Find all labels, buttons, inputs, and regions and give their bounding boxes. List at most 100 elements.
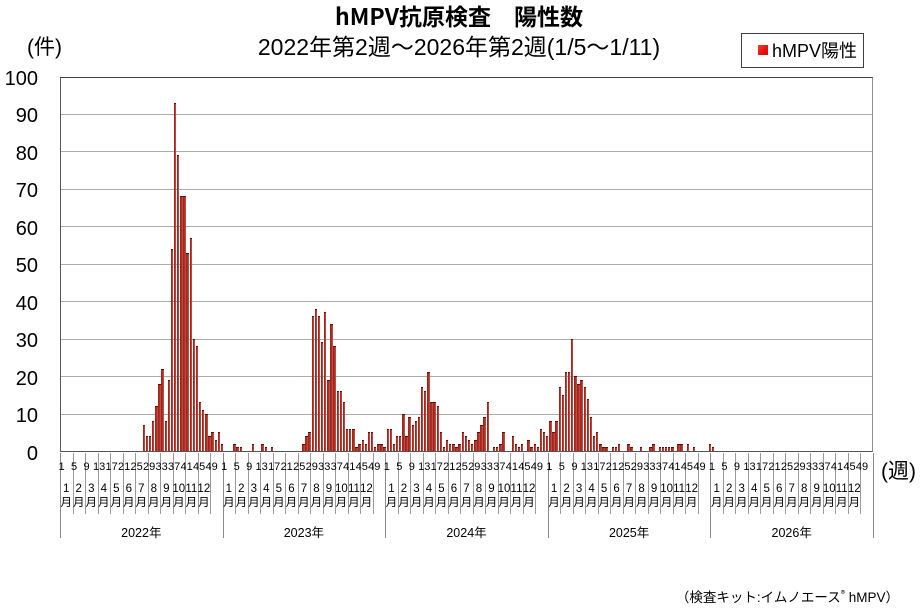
bar xyxy=(521,443,524,451)
month-separator xyxy=(160,452,162,514)
week-tick-label: 21 xyxy=(605,458,619,474)
bar xyxy=(605,447,608,451)
month-separator xyxy=(335,452,337,514)
month-label: 5 月 xyxy=(760,480,773,510)
month-label: 5 月 xyxy=(435,480,448,510)
month-label: 6 月 xyxy=(448,480,460,510)
month-separator xyxy=(610,452,612,514)
bar xyxy=(402,413,405,451)
bar xyxy=(420,387,424,451)
bar xyxy=(680,443,683,451)
bar xyxy=(483,417,486,451)
week-tick-label: 1 xyxy=(708,458,716,474)
week-tick-label: 13 xyxy=(92,458,106,474)
week-tick-label: 29 xyxy=(793,458,806,474)
bar xyxy=(517,447,521,451)
month-label: 8 月 xyxy=(473,480,485,510)
bar xyxy=(427,372,430,451)
week-tick-label: 9 xyxy=(246,458,253,474)
bar xyxy=(599,443,602,451)
bar xyxy=(320,342,324,451)
year-separator xyxy=(385,452,387,538)
gridline xyxy=(61,338,872,340)
bar xyxy=(561,394,565,451)
month-label: 1 月 xyxy=(710,480,723,510)
week-tick-label: 5 xyxy=(558,458,565,474)
week-tick-label: 9 xyxy=(733,458,741,474)
bar xyxy=(367,432,371,451)
bar xyxy=(492,447,496,451)
month-separator xyxy=(860,452,862,514)
bar xyxy=(486,402,490,451)
bar xyxy=(464,436,468,451)
bar xyxy=(533,443,536,451)
footnote: （検査キット:イムノエース® hMPV） xyxy=(0,586,899,606)
week-tick-label: 17 xyxy=(105,458,118,474)
bar xyxy=(220,443,224,451)
week-tick-label: 33 xyxy=(155,458,168,474)
bar xyxy=(392,443,396,451)
bar xyxy=(542,432,546,451)
month-label: 1 月 xyxy=(385,480,398,510)
footnote-text: （検査キット:イムノエース xyxy=(675,586,841,606)
month-label: 10 月 xyxy=(335,480,348,510)
week-tick-label: 25 xyxy=(293,458,306,474)
bar xyxy=(436,406,439,451)
bar xyxy=(364,443,368,451)
bar xyxy=(311,316,314,451)
month-separator xyxy=(635,452,637,514)
week-tick-label: 41 xyxy=(343,458,356,474)
week-tick-label: 41 xyxy=(505,458,518,474)
legend: hMPV陽性 xyxy=(741,33,864,68)
week-tick-label: 41 xyxy=(668,458,681,474)
bar xyxy=(358,443,361,451)
bar xyxy=(186,252,189,451)
month-separator xyxy=(297,452,299,514)
bar xyxy=(164,421,167,451)
bar xyxy=(308,432,311,451)
bar xyxy=(574,376,577,451)
month-separator xyxy=(85,452,86,514)
bar xyxy=(198,402,202,451)
bar xyxy=(467,439,471,451)
bar xyxy=(239,447,242,451)
week-tick-label: 1 xyxy=(546,458,553,474)
month-label: 7 月 xyxy=(298,480,310,510)
bar xyxy=(305,436,308,451)
bar xyxy=(361,439,364,451)
month-separator xyxy=(97,452,99,514)
week-tick-label: 45 xyxy=(680,458,694,474)
y-tick-label: 40 xyxy=(15,286,38,316)
month-separator xyxy=(322,452,324,514)
week-tick-label: 33 xyxy=(318,458,331,474)
year-label: 2022年 xyxy=(121,521,162,541)
month-label: 10 月 xyxy=(660,480,673,510)
month-separator xyxy=(835,452,837,514)
month-separator xyxy=(135,452,137,514)
month-separator xyxy=(435,452,437,514)
month-label: 7 月 xyxy=(460,480,473,510)
week-tick-label: 33 xyxy=(805,458,819,474)
bar xyxy=(192,338,196,451)
month-separator xyxy=(485,452,487,514)
month-label: 1 月 xyxy=(223,480,235,510)
month-label: 2 月 xyxy=(723,480,735,510)
bar xyxy=(439,432,443,451)
month-separator xyxy=(597,452,599,514)
week-tick-label: 29 xyxy=(468,458,481,474)
month-separator xyxy=(822,452,824,514)
y-tick-label: 80 xyxy=(15,136,38,166)
week-tick-label: 17 xyxy=(593,458,606,474)
bar xyxy=(477,432,480,451)
month-label: 3 月 xyxy=(573,480,585,510)
week-tick-label: 29 xyxy=(630,458,644,474)
gridline xyxy=(61,376,872,378)
bar xyxy=(355,447,358,451)
footnote-kit-name: hMPV） xyxy=(844,586,899,606)
y-axis-unit-label: (件) xyxy=(27,31,62,61)
bar xyxy=(408,417,411,451)
month-separator xyxy=(772,452,774,514)
week-tick-label: 49 xyxy=(530,458,543,474)
week-tick-label: 49 xyxy=(693,458,706,474)
y-tick-label: 30 xyxy=(15,324,38,354)
